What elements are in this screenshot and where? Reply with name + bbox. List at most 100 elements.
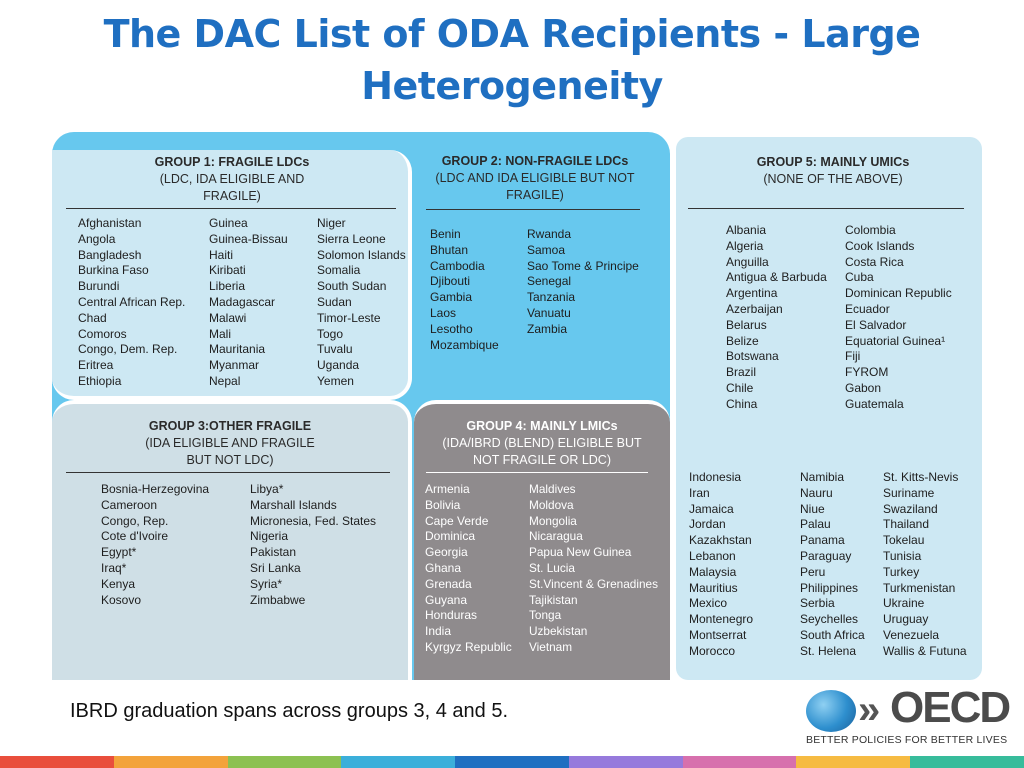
country-item: Somalia (317, 263, 361, 278)
footer-stripe (0, 756, 1024, 768)
country-item: Palau (800, 517, 831, 532)
country-item: Kiribati (209, 263, 246, 278)
oecd-arrows-icon: » (858, 688, 880, 732)
country-item: Uganda (317, 358, 360, 373)
country-item: Peru (800, 564, 826, 579)
country-item: Micronesia, Fed. States (250, 513, 377, 528)
country-item: Gambia (430, 290, 473, 305)
country-item: Liberia (209, 279, 246, 294)
country-item: Dominica (425, 529, 476, 544)
country-item: Nicaragua (529, 529, 583, 544)
group-4-rule (426, 472, 648, 473)
country-item: Cook Islands (845, 238, 915, 253)
group-5-rule (688, 208, 964, 209)
country-item: Nigeria (250, 529, 289, 544)
country-item: Antigua & Barbuda (726, 270, 827, 285)
group-4-heading: GROUP 4: MAINLY LMICs (466, 419, 618, 433)
country-item: Fiji (845, 349, 861, 364)
group-5-header: GROUP 5: MAINLY UMICs (NONE OF THE ABOVE… (676, 154, 990, 188)
country-item: Bhutan (430, 242, 469, 257)
country-item: Laos (430, 305, 457, 320)
country-item: Turkey (883, 564, 920, 579)
country-item: South Sudan (317, 279, 387, 294)
country-item: Mongolia (529, 513, 577, 528)
country-item: Timor-Leste (317, 310, 381, 325)
country-item: Zimbabwe (250, 592, 306, 607)
country-item: Vietnam (529, 639, 573, 654)
country-item: Benin (430, 227, 461, 241)
country-item: Burundi (78, 279, 120, 294)
country-item: Moldova (529, 497, 574, 512)
country-item: Namibia (800, 470, 845, 484)
country-item: Guyana (425, 592, 468, 607)
country-item: Yemen (317, 373, 354, 388)
title-line-1: The DAC List of ODA Recipients - Large (103, 12, 921, 56)
country-item: Ukraine (883, 596, 925, 611)
country-item: Montserrat (689, 627, 747, 642)
country-item: Honduras (425, 608, 478, 623)
country-item: Kosovo (101, 592, 142, 607)
country-item: Argentina (726, 286, 778, 301)
country-item: Haiti (209, 247, 234, 262)
country-item: Ghana (425, 560, 462, 575)
group-3-col-1: Bosnia-Herzegovina Cameroon Congo, Rep. Cot… (101, 482, 209, 608)
group-1-col-1: Afghanistan Angola Bangladesh Burkina Faso B… (78, 216, 185, 390)
country-item: Guatemala (845, 396, 904, 411)
country-item: China (726, 396, 758, 411)
group-5-heading: GROUP 5: MAINLY UMICs (756, 155, 910, 169)
country-item: Kazakhstan (689, 533, 752, 548)
country-item: Tanzania (527, 290, 576, 305)
country-item: Uzbekistan (529, 624, 588, 639)
group-1-rule (66, 208, 396, 209)
country-item: Brazil (726, 365, 757, 380)
country-item: Armenia (425, 482, 470, 496)
country-item: Zambia (527, 321, 568, 336)
group-2-panel: GROUP 2: NON-FRAGILE LDCs (LDC AND IDA E… (414, 145, 670, 400)
country-item: Thailand (883, 517, 930, 532)
group-5-bottom-col-2: Namibia Nauru Niue Palau Panama Paraguay Peru P… (800, 470, 865, 660)
country-item: Dominican Republic (845, 286, 952, 301)
country-item: Colombia (845, 223, 896, 237)
group-3-col-2: Libya* Marshall Islands Micronesia, Fed. S… (250, 482, 376, 608)
country-item: Niger (317, 216, 346, 230)
group-2-sub1: (LDC AND IDA ELIGIBLE BUT NOT (435, 171, 635, 185)
country-item: Kyrgyz Republic (425, 639, 512, 654)
country-item: Mali (209, 326, 232, 341)
group-1-heading: GROUP 1: FRAGILE LDCs (154, 155, 310, 169)
group-1-sub2: FRAGILE) (203, 189, 261, 203)
group-2-header: GROUP 2: NON-FRAGILE LDCs (LDC AND IDA E… (414, 153, 656, 204)
country-item: Eritrea (78, 358, 114, 373)
country-item: Georgia (425, 545, 468, 560)
country-item: Mauritius (689, 580, 738, 595)
group-1-panel: GROUP 1: FRAGILE LDCs (LDC, IDA ELIGIBLE… (52, 150, 412, 400)
country-item: Togo (317, 326, 344, 341)
country-item: Libya* (250, 482, 284, 496)
country-item: Swaziland (883, 501, 938, 516)
country-item: Nauru (800, 485, 833, 500)
country-item: Tokelau (883, 533, 925, 548)
country-item: Mozambique (430, 337, 499, 352)
country-item: India (425, 624, 452, 639)
country-item: Guinea-Bissau (209, 231, 288, 246)
country-item: Lesotho (430, 321, 473, 336)
country-item: Chile (726, 380, 754, 395)
country-item: Solomon Islands (317, 247, 406, 262)
group-4-panel: GROUP 4: MAINLY LMICs (IDA/IBRD (BLEND) … (414, 400, 670, 680)
country-item: Jordan (689, 517, 726, 532)
group-2-col-2: Rwanda Samoa Sao Tome & Principe Senegal Tan… (527, 227, 639, 338)
country-item: Belize (726, 333, 759, 348)
country-item: St. Helena (800, 643, 857, 658)
country-item: Cote d'Ivoire (101, 529, 168, 544)
country-item: Mauritania (209, 342, 266, 357)
country-item: Venezuela (883, 627, 940, 642)
country-item: Afghanistan (78, 216, 142, 230)
title-line-2: Heterogeneity (361, 64, 663, 108)
group-2-col-1: Benin Bhutan Cambodia Djibouti Gambia Laos Les… (430, 227, 499, 353)
country-item: Bosnia-Herzegovina (101, 482, 210, 496)
group-3-sub2: BUT NOT LDC) (186, 453, 274, 467)
country-item: St. Lucia (529, 560, 575, 575)
country-item: Serbia (800, 596, 835, 611)
group-5-sub1: (NONE OF THE ABOVE) (763, 172, 903, 186)
country-item: Suriname (883, 485, 935, 500)
oecd-tagline: BETTER POLICIES FOR BETTER LIVES (806, 734, 1008, 746)
